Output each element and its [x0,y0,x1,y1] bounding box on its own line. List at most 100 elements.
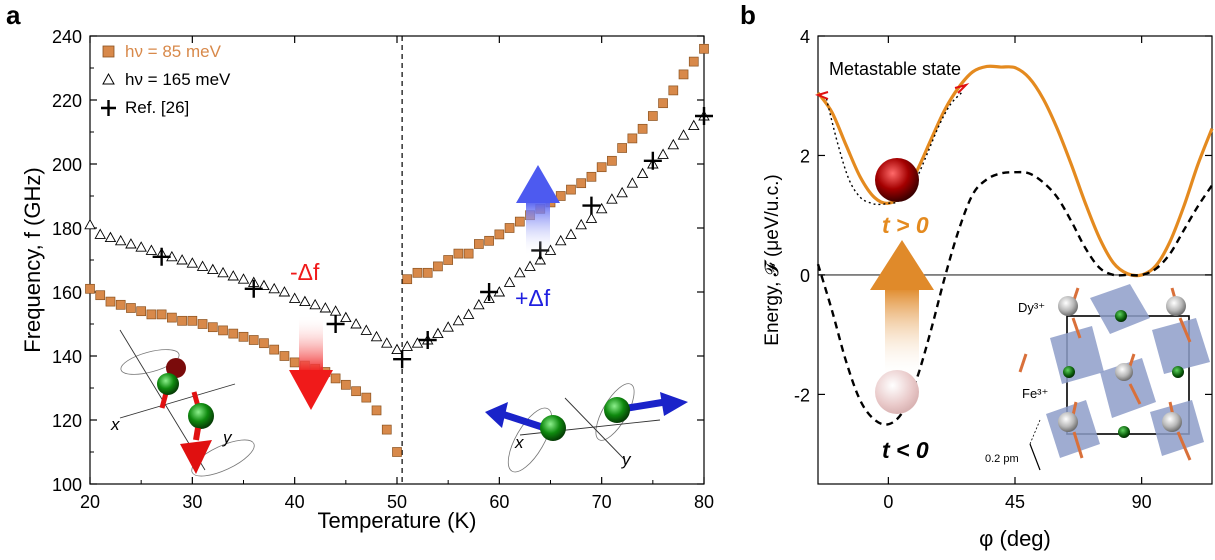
right-x-axis-letter: x [514,433,524,452]
legend-entry-ref: Ref. [26] [125,98,189,117]
data-point-ref26 [393,350,412,369]
data-point-85mev [555,191,566,201]
legend-plus-icon [101,100,116,116]
left-x-axis-letter: x [110,415,120,434]
data-point-85mev [504,223,515,233]
data-point-165mev [217,266,229,278]
delta-f-minus-label: -Δf [290,259,320,285]
data-point-85mev [463,248,474,259]
data-point-165mev [442,321,454,332]
data-point-85mev [514,216,525,227]
data-point-165mev [626,177,639,188]
data-point-85mev [228,328,239,339]
data-point-165mev [125,238,137,249]
data-point-165mev [319,302,332,313]
data-point-ref26 [480,283,499,301]
data-point-85mev [330,373,341,384]
data-point-85mev [596,162,607,173]
data-point-85mev [146,309,157,320]
data-point-ref26 [695,107,713,125]
panel-a: a 100 120 140 160 180 200 220 240 20 30 40 50 60 70 8… [6,0,714,533]
data-point-85mev [187,315,198,326]
data-point-165mev [595,202,608,214]
data-point-85mev [453,248,464,259]
y-tick-label-a: 180 [52,219,82,239]
data-point-165mev [432,327,444,339]
data-point-ref26 [418,331,437,349]
data-point-165mev [462,308,475,319]
data-point-165mev [104,231,117,243]
data-point-165mev [401,340,413,351]
panel-label-b: b [740,0,756,30]
data-point-165mev [688,119,700,131]
data-point-85mev [637,123,648,134]
data-point-85mev [586,171,597,182]
y-axis-label-b: Energy, 𝓕 (μeV/u.c.) [762,174,783,345]
data-point-85mev [259,338,269,349]
y-tick-label-a: 140 [52,347,82,367]
data-point-85mev [177,315,187,326]
y-tick-label-b: -2 [794,385,810,405]
data-point-85mev [156,309,167,320]
fe-ion-label: Fe³⁺ [1022,386,1048,401]
x-tick-label-a: 70 [592,492,612,512]
x-tick-label-b: 0 [883,492,893,512]
y-tick-label-a: 200 [52,155,82,175]
data-point-165mev [278,286,291,297]
data-point-85mev [688,56,699,67]
data-point-85mev [668,85,679,96]
spin-precession-left-illustration: x y [110,329,255,477]
data-point-85mev [402,274,413,285]
data-point-85mev [647,111,658,121]
x-tick-label-a: 40 [285,492,305,512]
x-tick-label-b: 90 [1132,492,1152,512]
data-point-85mev [474,239,484,249]
data-point-ref26 [244,279,263,298]
x-tick-label-a: 20 [80,492,100,512]
data-point-165mev [329,305,342,316]
data-point-85mev [392,447,402,457]
data-point-165mev [186,257,199,268]
series-b [816,64,1214,426]
y-tick-label-b: 4 [800,27,810,47]
data-point-165mev [94,228,106,239]
scale-bar-label: 0.2 pm [985,453,1019,465]
y-tick-label-b: 0 [800,266,810,286]
data-point-165mev [554,234,567,246]
data-point-165mev [677,129,690,140]
left-red-arrowhead [814,91,829,100]
dy-ion-label: Dy³⁺ [1018,300,1045,315]
data-point-165mev [145,244,158,255]
data-point-165mev [268,282,280,294]
data-point-85mev [699,43,709,54]
data-point-85mev [361,392,372,403]
data-point-85mev [95,290,106,301]
panel-b: b -2 0 2 4 0 45 90 [740,0,1214,551]
legend-square-icon [102,45,115,58]
data-point-165mev [667,138,680,150]
ground-state-ball [875,370,919,414]
data-point-165mev [114,234,127,246]
data-point-165mev [524,260,536,271]
x-tick-label-a: 80 [694,492,714,512]
data-point-85mev [566,184,576,195]
x-axis-label-a: Temperature (K) [318,508,477,533]
data-point-85mev [484,235,494,246]
data-point-85mev [115,299,126,310]
data-point-165mev [606,193,618,204]
y-tick-label-a: 160 [52,283,82,303]
data-point-165mev [288,292,301,303]
data-point-165mev [575,218,587,230]
x-tick-label-a: 30 [182,492,202,512]
data-point-85mev [443,255,454,265]
data-point-165mev [534,254,547,265]
data-point-85mev [289,357,300,368]
x-axis-label-b: φ (deg) [979,526,1051,551]
data-point-85mev [238,331,249,342]
data-point-165mev [514,266,526,278]
data-point-165mev [370,330,383,342]
data-point-165mev [657,148,669,159]
data-point-85mev [658,98,668,109]
data-point-85mev [422,267,433,278]
